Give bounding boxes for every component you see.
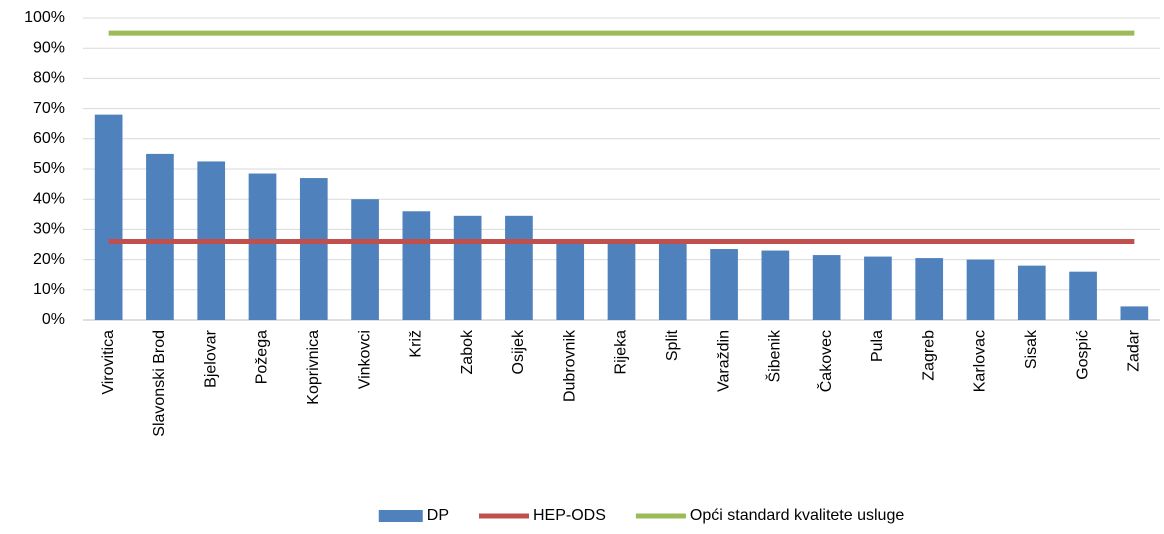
y-tick-label: 0% [42, 311, 65, 328]
x-tick-label: Split [664, 329, 681, 361]
x-tick-label: Zadar [1126, 329, 1143, 371]
x-tick-label: Gospić [1074, 330, 1091, 380]
x-tick-label: Čakovec [816, 330, 835, 392]
y-tick-label: 100% [24, 9, 65, 26]
x-tick-label: Šibenik [765, 329, 784, 382]
x-tick-label: Rijeka [613, 330, 630, 375]
x-tick-label: Karlovac [972, 330, 989, 392]
bar [351, 199, 379, 320]
x-tick-label: Bjelovar [202, 329, 219, 387]
x-tick-label: Požega [254, 330, 271, 384]
bar [812, 255, 841, 320]
bar [1120, 306, 1149, 320]
bar [710, 249, 738, 320]
x-tick-label: Koprivnica [305, 330, 322, 405]
y-tick-label: 60% [33, 130, 65, 147]
bar [453, 215, 482, 320]
bar [607, 241, 636, 320]
bar [146, 153, 174, 320]
y-tick-label: 50% [33, 160, 65, 177]
bar [556, 241, 585, 320]
x-tick-label: Sisak [1023, 329, 1040, 369]
x-tick-label: Dubrovnik [561, 329, 578, 402]
y-tick-label: 70% [33, 100, 65, 117]
x-tick-label: Vinkovci [356, 330, 373, 389]
y-tick-label: 80% [33, 70, 65, 87]
y-tick-label: 90% [33, 39, 65, 56]
bar [966, 259, 995, 320]
x-tick-label: Pula [869, 330, 886, 362]
x-tick-label: Zabok [459, 329, 476, 374]
bar [299, 178, 328, 320]
bar [864, 256, 892, 320]
bar [915, 258, 944, 320]
bar [94, 114, 123, 320]
legend: DP HEP-ODS Opći standard kvalitete usluge [378, 507, 904, 524]
bar [1017, 265, 1046, 320]
bar [248, 173, 277, 320]
y-tick-label: 10% [33, 281, 65, 298]
y-tick-label: 20% [33, 251, 65, 268]
bar [658, 241, 687, 320]
bar [1069, 271, 1097, 320]
legend-label: DP [427, 507, 449, 524]
x-tick-label: Varaždin [715, 330, 732, 392]
y-tick-label: 40% [33, 190, 65, 207]
bar [505, 215, 533, 320]
bar [761, 250, 790, 320]
x-tick-label: Osijek [510, 329, 527, 374]
x-tick-label: Zagreb [920, 330, 937, 381]
y-tick-label: 30% [33, 221, 65, 238]
x-tick-label: Slavonski Brod [151, 330, 168, 437]
x-tick-label: Virovitica [100, 330, 117, 395]
bar [402, 211, 431, 320]
x-tick-label: Križ [408, 330, 425, 358]
legend-swatch [378, 510, 423, 522]
legend-label: Opći standard kvalitete usluge [690, 507, 904, 524]
legend-label: HEP-ODS [533, 507, 606, 524]
